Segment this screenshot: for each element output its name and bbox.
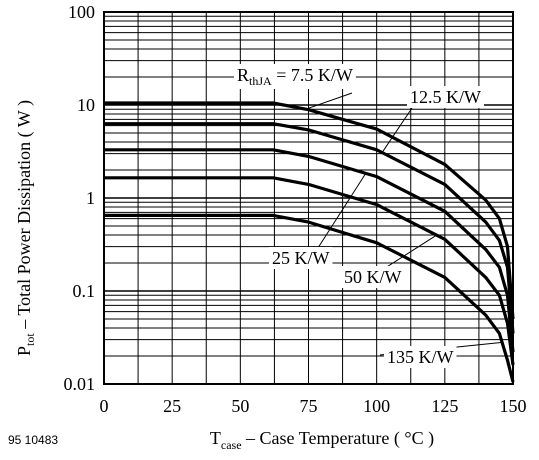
x-tick-label: 125	[431, 396, 458, 416]
x-tick-label: 75	[300, 396, 318, 416]
leader-line-r12_5	[381, 107, 413, 153]
x-tick-label: 25	[163, 396, 181, 416]
leader-line-r7_5	[305, 92, 353, 110]
y-tick-labels: 0.01 0.1 1 10 100	[64, 2, 96, 394]
series-label-r7_5: RthJA = 7.5 K/W	[237, 65, 353, 88]
series-labels: RthJA = 7.5 K/W 12.5 K/W 25 K/W 50 K/W 135 K…	[234, 64, 503, 368]
series-label-r50: 50 K/W	[344, 267, 402, 287]
series-line-r25	[104, 148, 515, 353]
x-tick-label: 50	[231, 396, 249, 416]
figure-id: 95 10483	[8, 433, 58, 447]
y-tick-label: 0.01	[64, 374, 96, 394]
x-tick-labels: 0 25 50 75 100 125 150	[100, 396, 527, 416]
y-tick-label: 0.1	[73, 281, 96, 301]
x-axis-label: Tcase – Case Temperature ( °C )	[210, 428, 434, 452]
y-axis-label: Ptot – Total Power Dissipation ( W )	[14, 100, 37, 356]
leader-line-r50	[381, 234, 437, 271]
y-tick-label: 1	[86, 188, 95, 208]
x-tick-label: 100	[363, 396, 390, 416]
series-line-r135	[104, 213, 515, 383]
x-tick-label: 150	[500, 396, 527, 416]
series-label-r12_5: 12.5 K/W	[410, 87, 481, 107]
series-label-bg-r50	[341, 266, 405, 288]
series-line-r7_5	[104, 101, 515, 320]
plot-frame	[103, 11, 514, 385]
series-label-bg-r25	[269, 247, 333, 269]
series-label-r25: 25 K/W	[272, 248, 330, 268]
series-curves	[104, 101, 515, 383]
series-label-r135: 135 K/W	[387, 347, 454, 367]
series-label-bg-r12_5	[407, 86, 484, 108]
series-label-bg-r135	[384, 346, 457, 368]
y-tick-label: 100	[68, 2, 95, 22]
series-line-r12_5	[104, 122, 515, 334]
x-tick-label: 0	[100, 396, 109, 416]
series-line-r50	[104, 176, 515, 366]
series-label-bg-r7_5	[234, 64, 356, 89]
y-tick-label: 10	[77, 95, 95, 115]
leader-line-r25	[315, 173, 367, 252]
